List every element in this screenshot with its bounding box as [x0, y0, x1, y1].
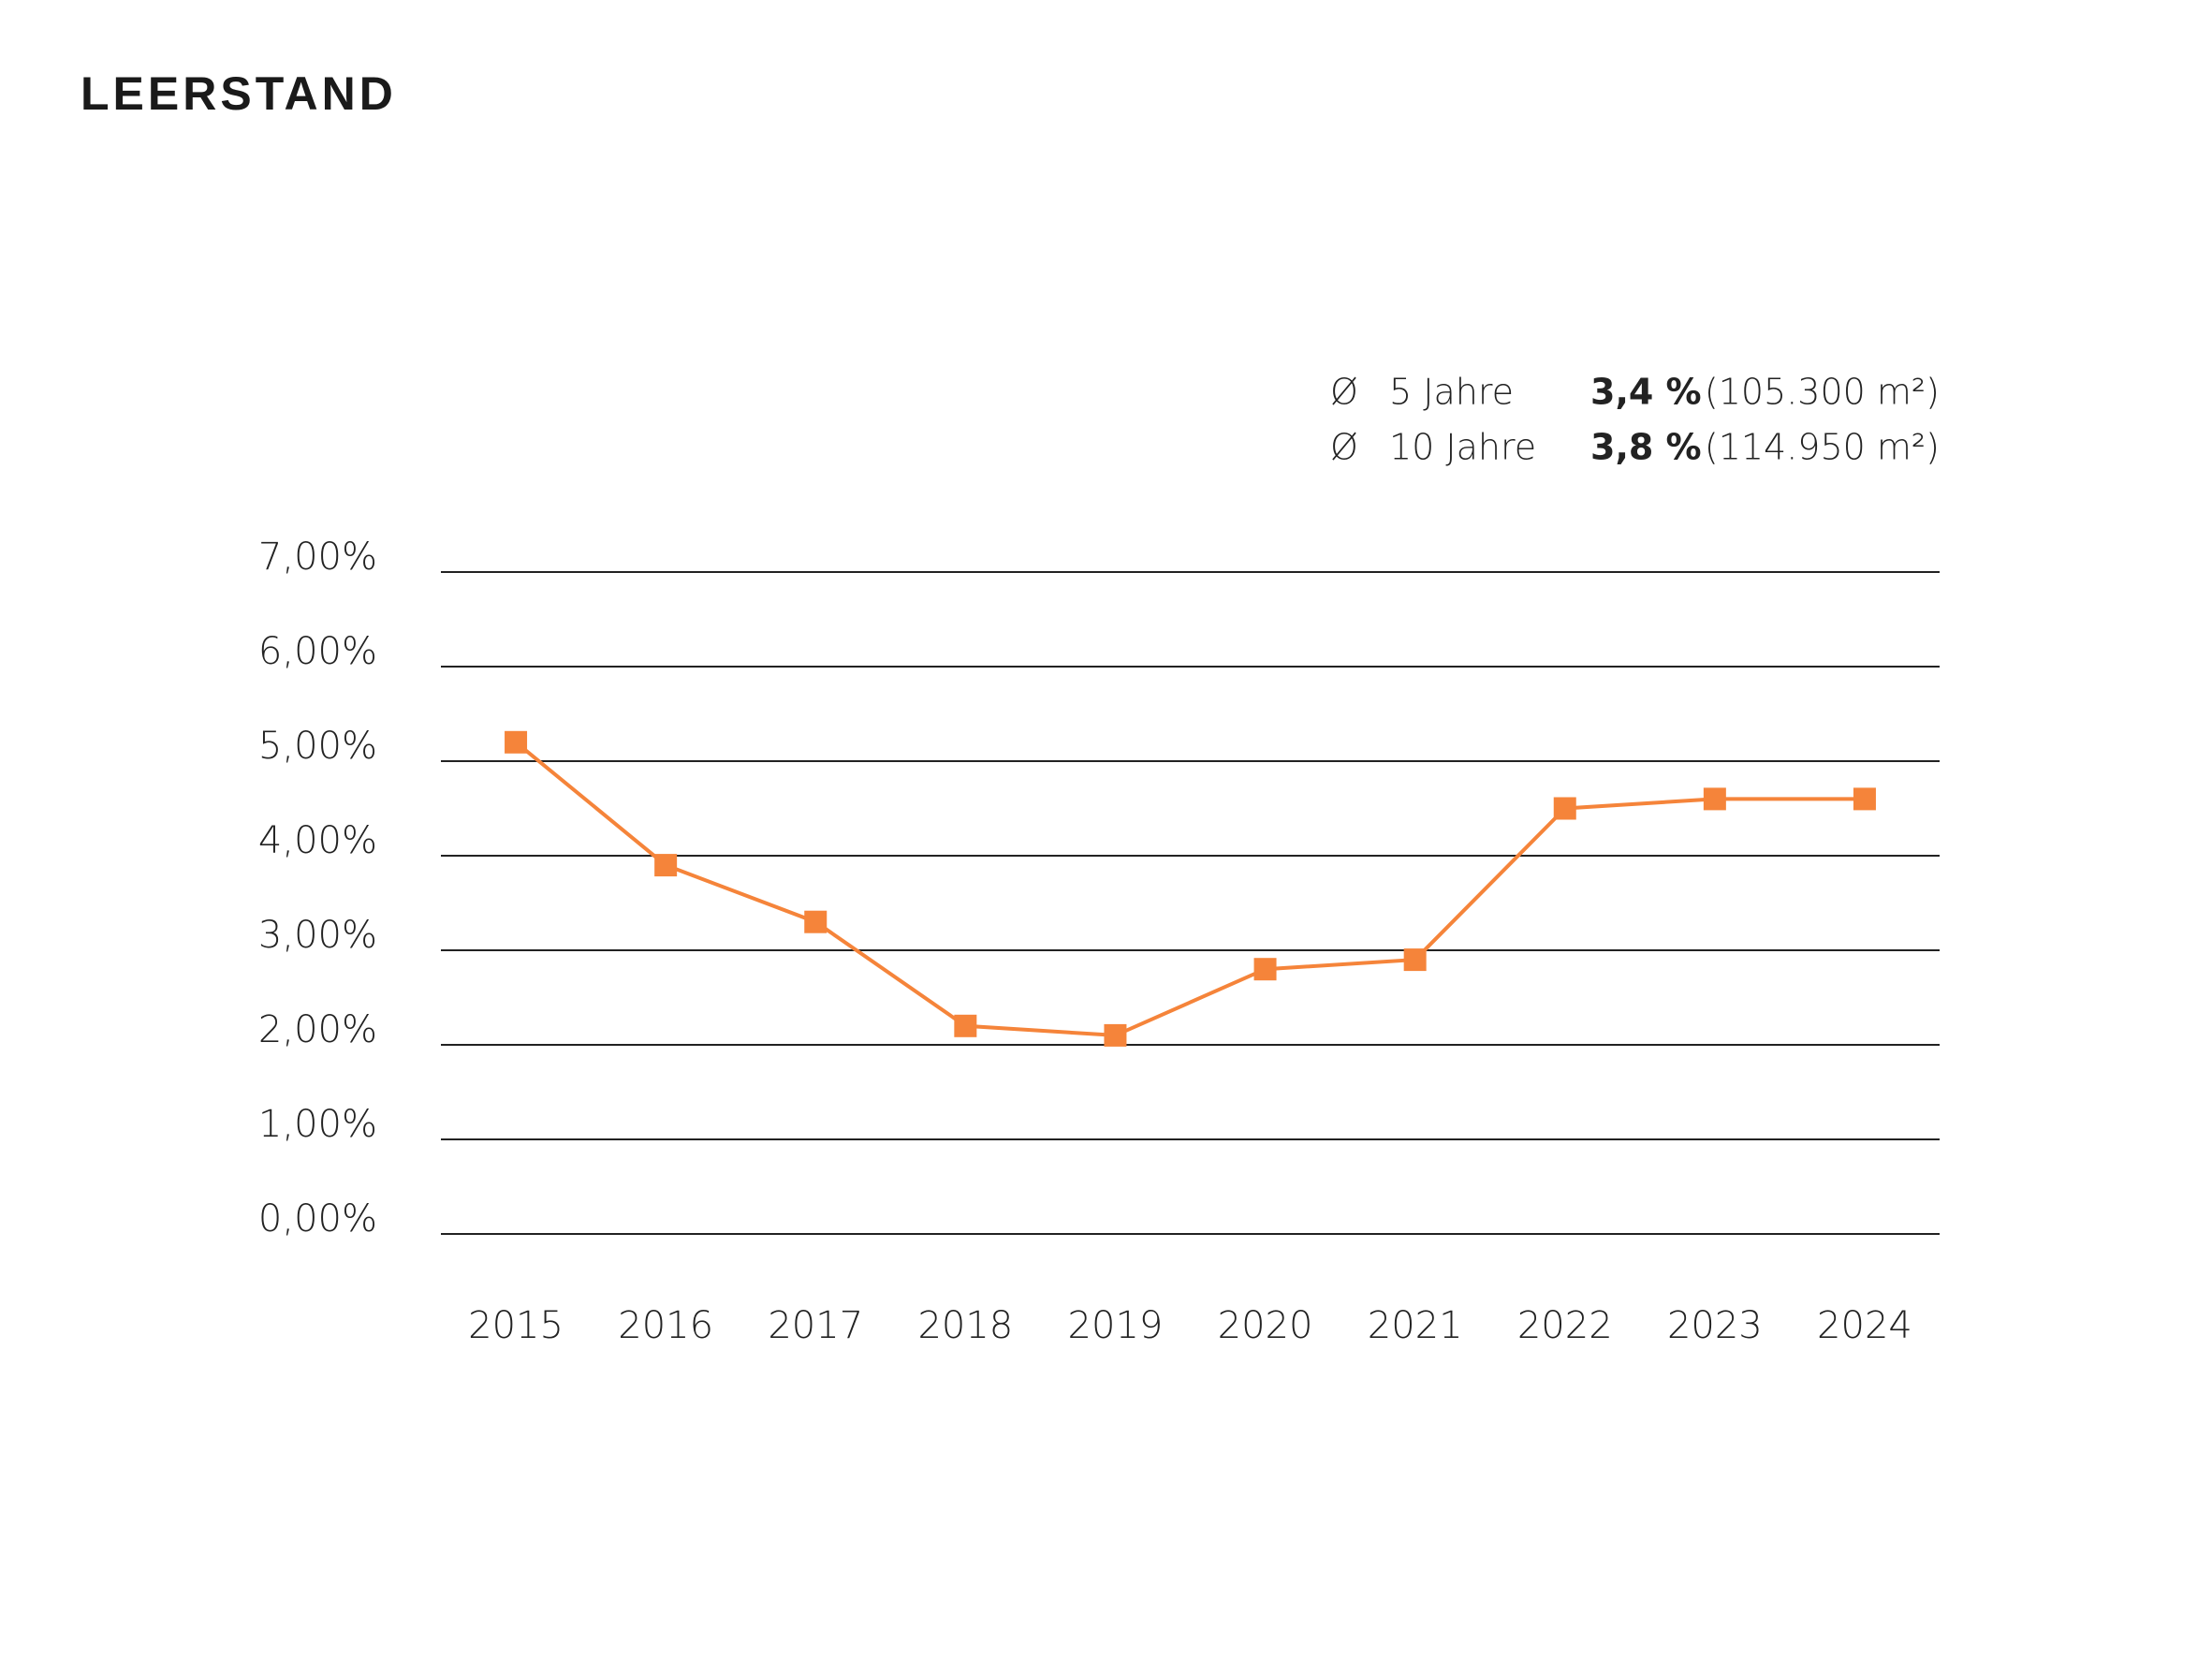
annotation-rate: 3,4 %: [1590, 372, 1702, 413]
data-point: [1853, 787, 1876, 811]
x-tick-label: 2019: [1068, 1304, 1164, 1347]
x-tick-label: 2021: [1368, 1304, 1463, 1347]
annotation-detail: (105.300 m²): [1705, 372, 1940, 413]
annotation-detail: (114.950 m²): [1705, 427, 1940, 468]
x-tick-label: 2018: [917, 1304, 1013, 1347]
y-tick-label: 0,00%: [258, 1197, 377, 1241]
annotation-symbol: Ø: [1330, 427, 1358, 468]
y-tick-label: 3,00%: [258, 914, 377, 957]
annotation-label: 5 Jahre: [1389, 372, 1514, 413]
chart-title: LEERSTAND: [81, 67, 397, 120]
data-point: [1553, 797, 1576, 820]
y-tick-label: 7,00%: [258, 536, 377, 579]
x-tick-label: 2022: [1517, 1304, 1613, 1347]
y-tick-label: 4,00%: [258, 819, 377, 862]
y-tick-label: 1,00%: [258, 1103, 377, 1146]
y-tick-label: 2,00%: [258, 1008, 377, 1051]
annotation-symbol: Ø: [1330, 372, 1358, 413]
data-point: [1104, 1023, 1127, 1047]
data-point: [654, 854, 678, 877]
data-point: [1403, 948, 1427, 972]
data-point: [505, 730, 528, 754]
data-point: [804, 910, 828, 933]
annotation-rate: 3,8 %: [1590, 427, 1702, 468]
y-tick-label: 5,00%: [258, 725, 377, 768]
y-tick-label: 6,00%: [258, 630, 377, 673]
x-tick-label: 2015: [468, 1304, 564, 1347]
data-point: [1253, 958, 1277, 981]
x-tick-label: 2023: [1667, 1304, 1763, 1347]
annotation-label: 10 Jahre: [1389, 427, 1536, 468]
x-tick-label: 2017: [768, 1304, 863, 1347]
x-tick-label: 2020: [1218, 1304, 1313, 1347]
series-line: [514, 741, 1865, 1037]
x-tick-label: 2016: [618, 1304, 713, 1347]
x-tick-label: 2024: [1817, 1304, 1912, 1347]
data-point: [954, 1014, 977, 1037]
data-point: [1703, 787, 1726, 811]
